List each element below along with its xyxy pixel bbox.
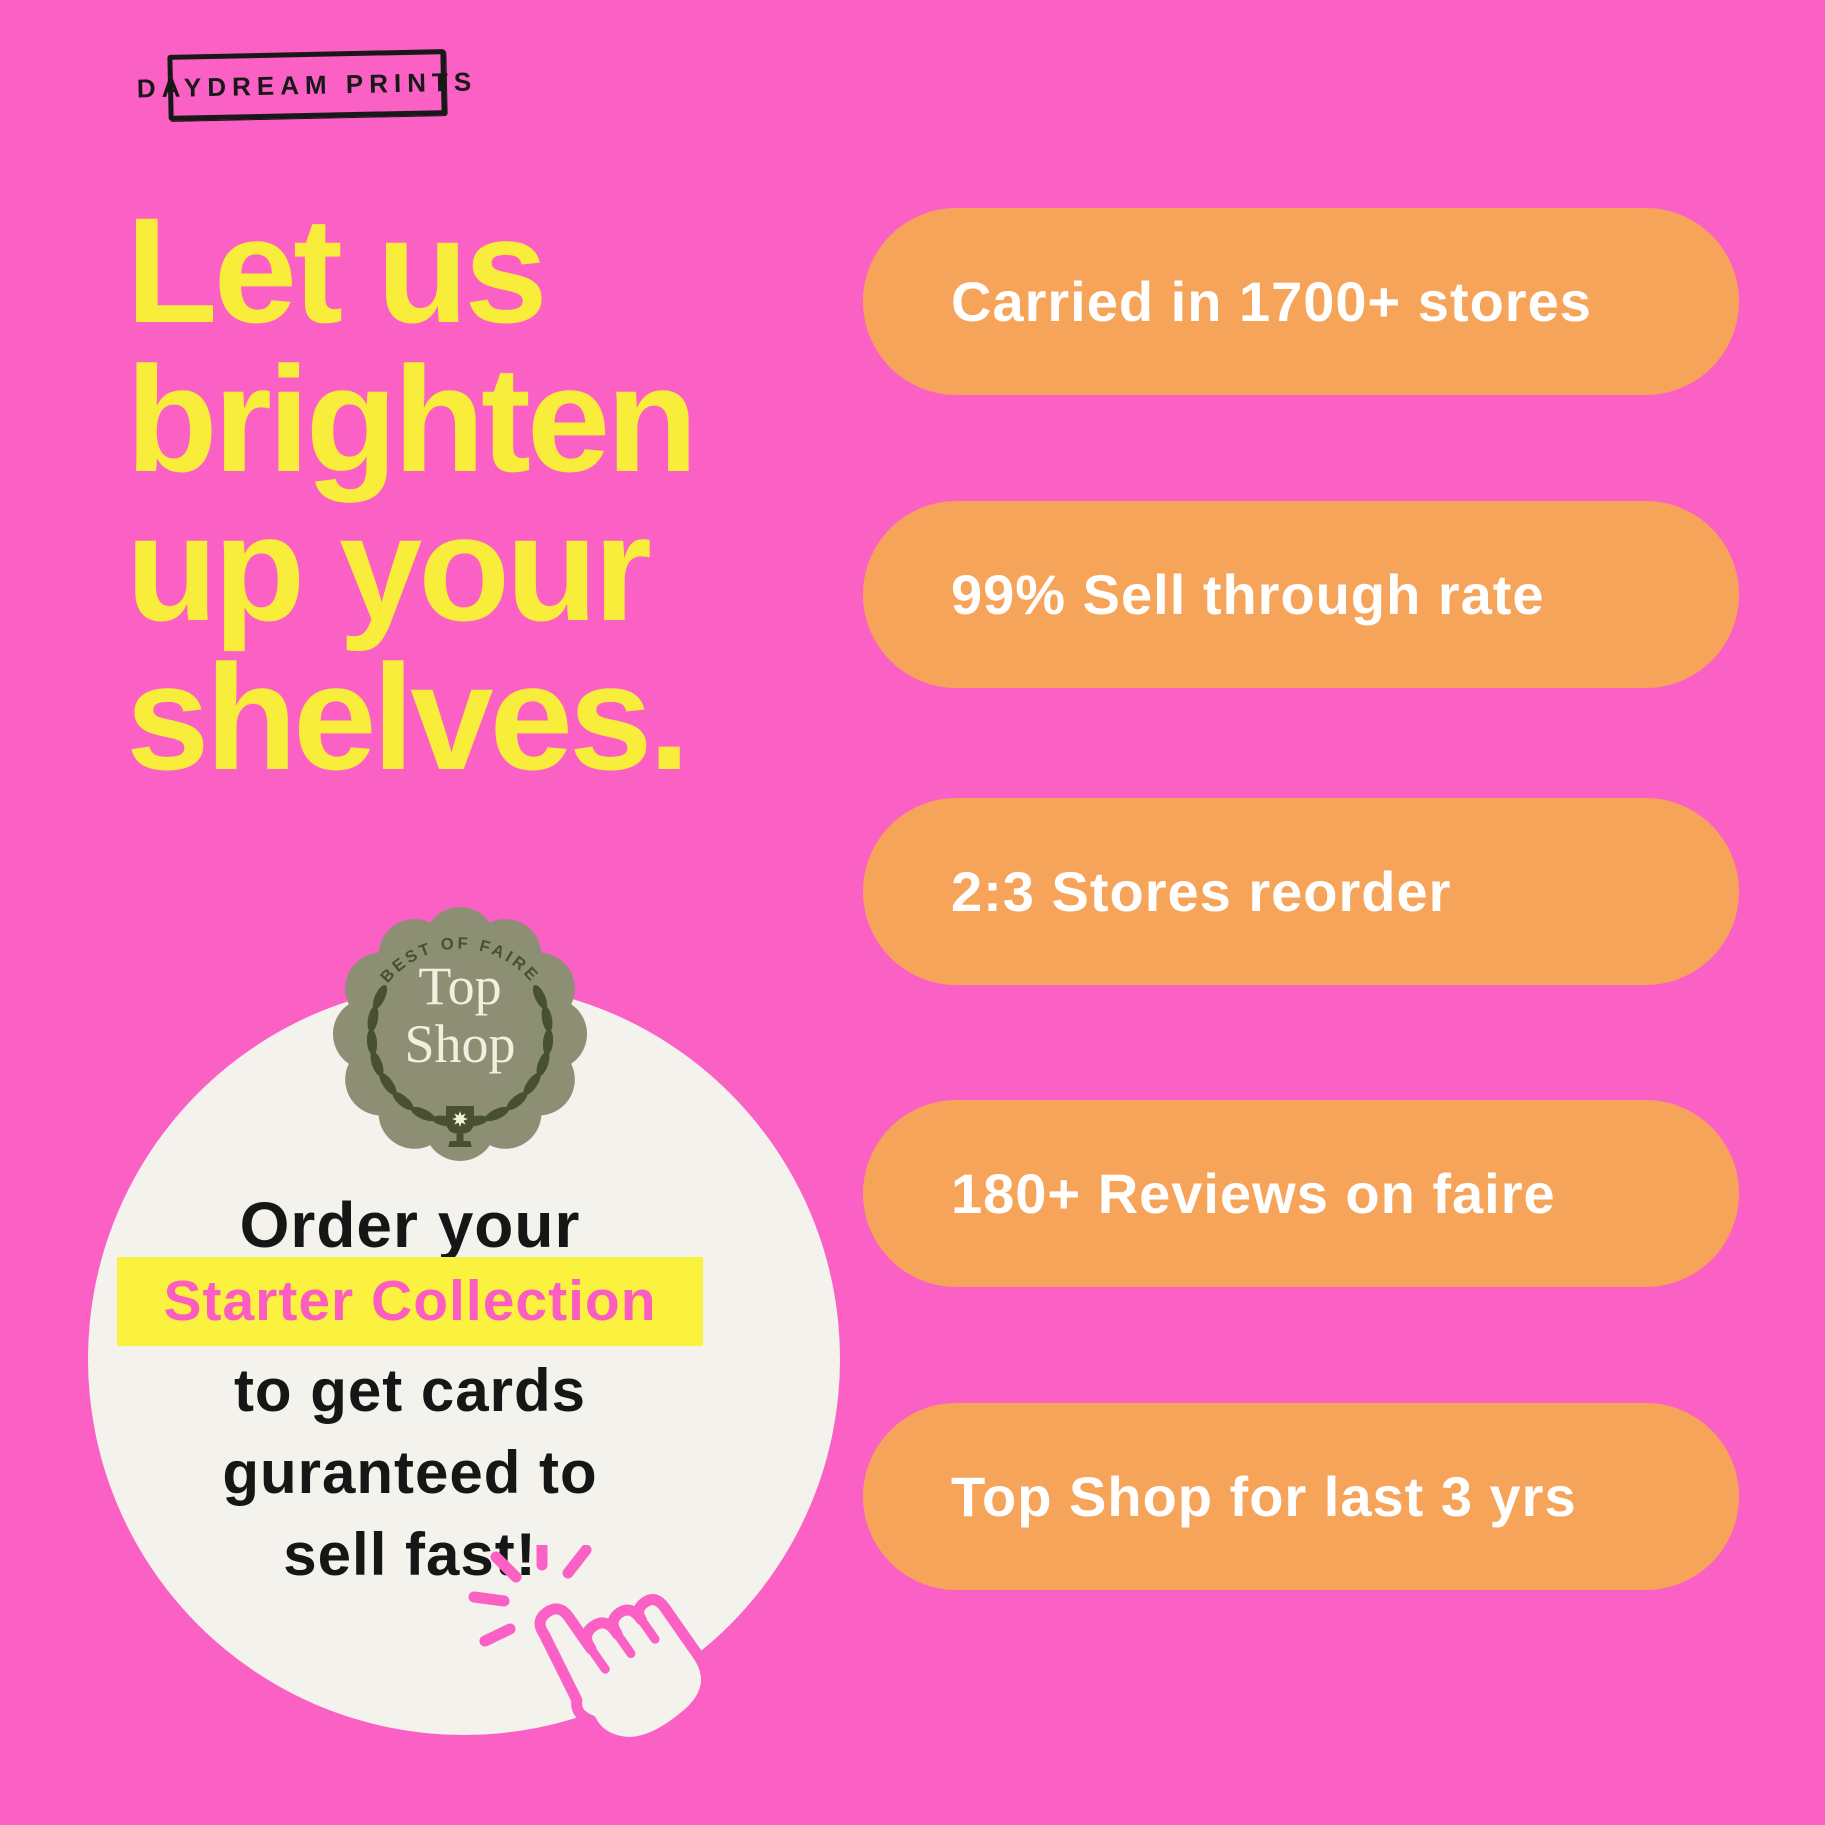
stat-pill-label: 2:3 Stores reorder [951, 860, 1452, 923]
stat-pill: 2:3 Stores reorder [863, 798, 1739, 985]
laurel-right-icon [462, 985, 554, 1127]
cta-body-line: to get cards [233, 1357, 587, 1424]
badge-background [354, 928, 566, 1140]
cta-highlight-row: Starter Collection [85, 1257, 735, 1346]
brand-logo-text: DAYDREAM PRINTS [136, 65, 478, 104]
stat-pill: 99% Sell through rate [863, 501, 1739, 688]
top-shop-badge: BEST OF FAIRE Top Shop [332, 906, 588, 1162]
brand-logo: DAYDREAM PRINTS [137, 49, 477, 121]
laurel-left-icon [366, 985, 458, 1127]
headline-line: up your [126, 484, 652, 652]
headline-line: Let us [126, 186, 548, 354]
stat-pill: Top Shop for last 3 yrs [863, 1403, 1739, 1590]
badge-art: BEST OF FAIRE Top Shop [366, 934, 554, 1147]
click-hand-icon [468, 1545, 712, 1748]
click-rays-icon [468, 1545, 592, 1647]
stat-pill-label: 99% Sell through rate [951, 563, 1545, 626]
cta-highlight: Starter Collection [117, 1257, 703, 1346]
trophy-icon [446, 1106, 474, 1147]
stat-pill-label: Carried in 1700+ stores [951, 270, 1592, 333]
stat-pill: Carried in 1700+ stores [863, 208, 1739, 395]
headline-line: shelves. [126, 633, 690, 801]
headline-line: brighten [126, 335, 698, 503]
cta-heading: Order your [239, 1189, 581, 1261]
cta-body-line: guranteed to [222, 1439, 598, 1506]
badge-title-line1: Top [418, 956, 501, 1016]
stat-pill: 180+ Reviews on faire [863, 1100, 1739, 1287]
headline: Let us brighten up your shelves. [126, 186, 698, 801]
stat-pill-label: 180+ Reviews on faire [951, 1162, 1556, 1225]
stat-pill-label: Top Shop for last 3 yrs [951, 1465, 1577, 1528]
badge-title-line2: Shop [404, 1014, 515, 1074]
